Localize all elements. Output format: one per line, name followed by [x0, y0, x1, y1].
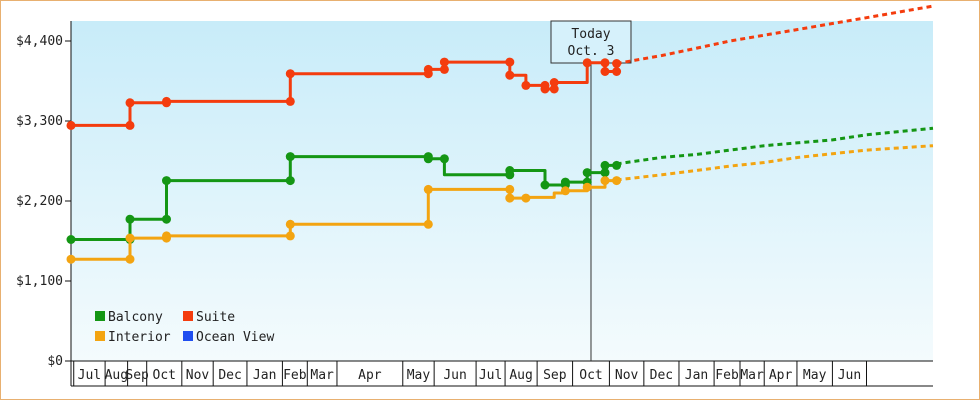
data-point-balcony[interactable]: [505, 166, 515, 175]
data-point-suite[interactable]: [505, 70, 515, 80]
legend-swatch-balcony: [95, 311, 105, 321]
data-point-interior[interactable]: [66, 254, 76, 264]
data-point-suite[interactable]: [439, 64, 449, 74]
legend-label-balcony: Balcony: [108, 310, 163, 325]
x-tick-label-feb: Feb: [283, 368, 307, 383]
y-tick-label: $2,200: [16, 194, 63, 209]
data-point-suite[interactable]: [549, 84, 559, 94]
x-tick-label-nov: Nov: [186, 368, 210, 383]
data-point-interior[interactable]: [285, 231, 295, 241]
plot-area: [71, 21, 933, 361]
x-tick-label-sep: Sep: [543, 368, 567, 383]
y-tick-label: $4,400: [16, 34, 63, 49]
data-point-balcony[interactable]: [560, 177, 570, 187]
legend-swatch-ocean-view: [183, 331, 193, 341]
data-point-balcony[interactable]: [600, 168, 610, 178]
series-projection-suite: [616, 4, 934, 65]
data-point-suite[interactable]: [66, 120, 76, 130]
data-point-suite[interactable]: [540, 84, 550, 94]
legend-label-ocean-view: Ocean View: [196, 330, 274, 345]
data-point-interior[interactable]: [423, 219, 433, 229]
x-tick-label-apr: Apr: [769, 368, 793, 383]
data-point-suite[interactable]: [549, 78, 559, 87]
x-tick-label-feb: Feb: [715, 368, 739, 383]
data-point-interior[interactable]: [505, 184, 515, 194]
x-tick-label-aug: Aug: [105, 368, 128, 383]
y-tick-label: $1,100: [16, 274, 63, 289]
data-point-interior[interactable]: [521, 193, 531, 203]
legend-swatch-suite: [183, 311, 193, 321]
x-tick-label-jan: Jan: [253, 368, 276, 383]
x-tick-label-mar: Mar: [310, 368, 334, 383]
data-point-suite[interactable]: [600, 67, 610, 76]
data-point-balcony[interactable]: [582, 168, 592, 178]
data-point-balcony[interactable]: [125, 214, 135, 224]
series-projection-interior: [616, 144, 934, 182]
data-point-suite[interactable]: [612, 59, 622, 68]
y-tick-label: $0: [47, 354, 63, 369]
data-point-balcony[interactable]: [423, 154, 433, 164]
data-point-balcony[interactable]: [162, 214, 171, 224]
series-projection-balcony: [616, 126, 934, 166]
data-point-suite[interactable]: [612, 67, 622, 76]
x-tick-label-dec: Dec: [650, 368, 673, 383]
data-point-balcony[interactable]: [66, 235, 76, 244]
data-point-balcony[interactable]: [540, 180, 550, 190]
x-tick-label-aug: Aug: [509, 368, 532, 383]
data-point-interior[interactable]: [582, 182, 592, 192]
x-tick-label-jun: Jun: [443, 368, 466, 383]
data-point-interior[interactable]: [600, 176, 610, 186]
data-point-interior[interactable]: [162, 231, 171, 241]
x-tick-label-jan: Jan: [685, 368, 708, 383]
x-tick-label-dec: Dec: [218, 368, 241, 383]
data-point-balcony[interactable]: [285, 152, 295, 162]
today-label: Today: [571, 27, 610, 42]
y-tick-label: $3,300: [16, 114, 63, 129]
x-tick-label-sep: Sep: [125, 368, 149, 383]
x-tick-label-oct: Oct: [153, 368, 176, 383]
today-callout-box: [550, 20, 632, 64]
data-point-interior[interactable]: [285, 219, 295, 229]
data-point-balcony[interactable]: [439, 154, 449, 164]
data-point-suite[interactable]: [439, 57, 449, 67]
legend-label-interior: Interior: [108, 330, 171, 345]
data-point-balcony[interactable]: [612, 160, 622, 170]
legend-swatch-interior: [95, 331, 105, 341]
data-point-suite[interactable]: [521, 80, 531, 90]
legend-label-suite: Suite: [196, 310, 235, 325]
data-point-suite[interactable]: [125, 98, 135, 108]
x-tick-label-may: May: [803, 368, 827, 383]
data-point-suite[interactable]: [423, 64, 433, 74]
data-point-interior[interactable]: [560, 186, 570, 196]
x-tick-label-apr: Apr: [358, 368, 382, 383]
x-tick-label-oct: Oct: [579, 368, 602, 383]
x-tick-label-mar: Mar: [740, 368, 764, 383]
data-point-interior[interactable]: [125, 233, 135, 243]
data-point-interior[interactable]: [125, 254, 135, 264]
data-point-balcony[interactable]: [162, 176, 171, 186]
data-point-suite[interactable]: [582, 58, 592, 68]
x-tick-label-jun: Jun: [838, 368, 861, 383]
x-tick-label-may: May: [407, 368, 431, 383]
data-point-balcony[interactable]: [600, 160, 610, 170]
data-point-interior[interactable]: [505, 193, 515, 203]
x-tick-label-jul: Jul: [479, 368, 502, 383]
data-point-suite[interactable]: [600, 58, 610, 68]
data-point-suite[interactable]: [285, 69, 295, 79]
data-point-balcony[interactable]: [285, 176, 295, 186]
data-point-suite[interactable]: [505, 57, 515, 67]
data-point-interior[interactable]: [423, 184, 433, 194]
data-point-suite[interactable]: [125, 120, 135, 130]
x-tick-label-nov: Nov: [615, 368, 639, 383]
data-point-suite[interactable]: [162, 96, 171, 106]
data-point-interior[interactable]: [612, 176, 622, 186]
today-date-label: Oct. 3: [568, 44, 615, 59]
data-point-suite[interactable]: [285, 96, 295, 106]
x-tick-label-jul: Jul: [78, 368, 101, 383]
